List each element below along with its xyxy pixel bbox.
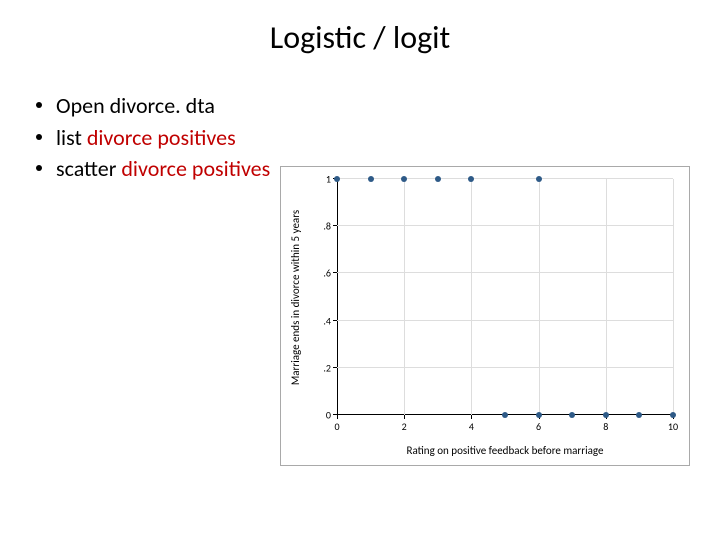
x-tick-label: 8 — [603, 420, 608, 433]
x-tick — [404, 415, 405, 419]
x-tick-label: 6 — [536, 420, 541, 433]
data-point — [536, 412, 542, 418]
data-point — [468, 176, 474, 182]
y-tick — [333, 367, 337, 368]
y-axis-label: Marriage ends in divorce within 5 years — [289, 179, 303, 415]
x-tick-label: 4 — [469, 420, 474, 433]
bullet-text: divorce positives — [87, 124, 236, 151]
y-tick — [333, 225, 337, 226]
data-point — [636, 412, 642, 418]
bullet-text: divorce positives — [121, 155, 270, 182]
gridline-v — [673, 179, 674, 415]
bullet-dot-icon — [36, 165, 42, 171]
x-axis-label: Rating on positive feedback before marri… — [337, 444, 673, 457]
x-tick — [471, 415, 472, 419]
bullet-dot-icon — [36, 134, 42, 140]
gridline-v — [471, 179, 472, 415]
y-tick — [333, 320, 337, 321]
y-tick-label: .2 — [315, 361, 331, 374]
bullet-text: list — [56, 124, 87, 151]
gridline-v — [539, 179, 540, 415]
slide: Logistic / logit Open divorce. dta list d… — [0, 0, 720, 540]
bullet-item: Open divorce. dta — [36, 92, 316, 120]
bullet-text: scatter — [56, 155, 121, 182]
slide-title: Logistic / logit — [0, 18, 720, 57]
bullet-item: scatter divorce positives — [36, 155, 316, 183]
gridline-v — [606, 179, 607, 415]
x-tick-label: 0 — [334, 420, 339, 433]
bullet-dot-icon — [36, 102, 42, 108]
bullet-list: Open divorce. dtalist divorce positivess… — [36, 92, 316, 187]
y-tick-label: .4 — [315, 314, 331, 327]
y-tick-label: 1 — [315, 173, 331, 186]
data-point — [569, 412, 575, 418]
x-tick-label: 10 — [668, 420, 678, 433]
data-point — [401, 176, 407, 182]
data-point — [536, 176, 542, 182]
y-tick-label: .6 — [315, 267, 331, 280]
plot-area: 0.2.4.6.810246810 — [337, 179, 673, 415]
y-tick-label: .8 — [315, 220, 331, 233]
gridline-h — [337, 367, 673, 368]
bullet-item: list divorce positives — [36, 124, 316, 152]
gridline-h — [337, 272, 673, 273]
data-point — [435, 176, 441, 182]
x-tick — [337, 415, 338, 419]
plot-border — [337, 179, 673, 415]
data-point — [670, 412, 676, 418]
gridline-v — [404, 179, 405, 415]
data-point — [334, 176, 340, 182]
gridline-h — [337, 178, 673, 179]
x-tick-label: 2 — [402, 420, 407, 433]
data-point — [368, 176, 374, 182]
y-tick-label: 0 — [315, 409, 331, 422]
bullet-text: Open divorce. dta — [56, 92, 215, 119]
data-point — [502, 412, 508, 418]
scatter-chart: Marriage ends in divorce within 5 years … — [280, 166, 690, 466]
gridline-h — [337, 225, 673, 226]
gridline-h — [337, 320, 673, 321]
y-tick — [333, 272, 337, 273]
data-point — [603, 412, 609, 418]
